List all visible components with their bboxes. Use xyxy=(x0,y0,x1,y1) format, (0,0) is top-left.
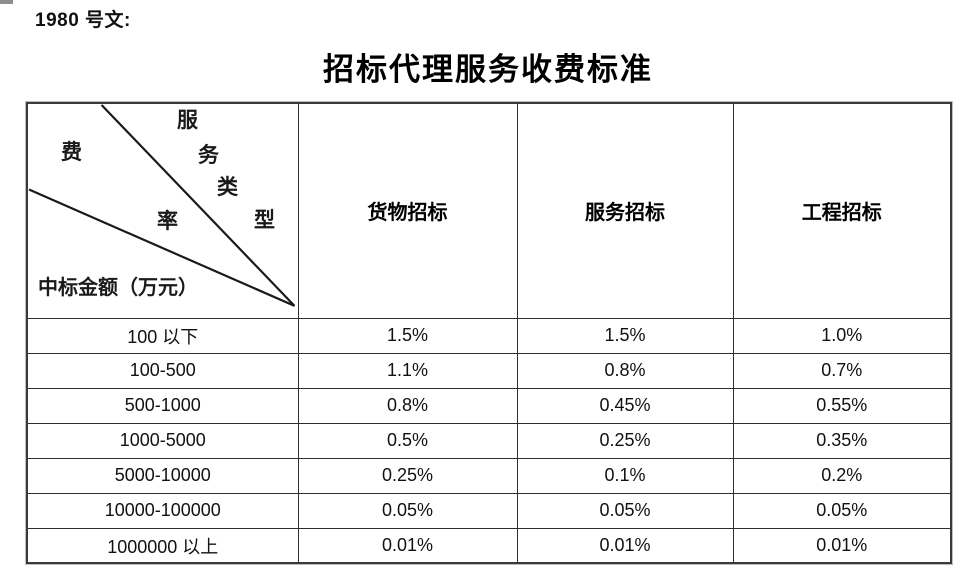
table-row: 5000-10000 0.25% 0.1% 0.2% xyxy=(26,457,952,494)
fee-standard-table: 服 务 类 型 费 率 中标金额（万元） 货物招标 服务招标 工程招标 100 … xyxy=(25,100,953,566)
amount-range-cell: 500-1000 xyxy=(26,387,299,424)
rate-cell: 0.1% xyxy=(516,457,734,494)
amount-range-cell: 1000-5000 xyxy=(26,422,299,459)
table-row: 100-500 1.1% 0.8% 0.7% xyxy=(26,352,952,389)
rate-cell: 0.8% xyxy=(516,352,734,389)
table-row: 500-1000 0.8% 0.45% 0.55% xyxy=(26,387,952,424)
rate-cell: 0.01% xyxy=(732,527,952,564)
rate-cell: 0.35% xyxy=(732,422,952,459)
corner-service-type-char: 服 xyxy=(177,109,198,132)
rate-cell: 0.25% xyxy=(516,422,734,459)
corner-service-type-char: 务 xyxy=(198,144,219,167)
page-title: 招标代理服务收费标准 xyxy=(323,52,653,87)
diagonal-corner-cell: 服 务 类 型 费 率 中标金额（万元） xyxy=(26,102,299,319)
table-row: 10000-100000 0.05% 0.05% 0.05% xyxy=(26,492,952,529)
rate-cell: 0.05% xyxy=(732,492,952,529)
rate-cell: 0.55% xyxy=(732,387,952,424)
rate-cell: 0.01% xyxy=(516,527,734,564)
rate-cell: 0.2% xyxy=(732,457,952,494)
diagonal-split-lines xyxy=(28,104,296,307)
amount-range-cell: 100-500 xyxy=(26,352,299,389)
header-row: 服 务 类 型 费 率 中标金额（万元） 货物招标 服务招标 工程招标 xyxy=(26,102,952,319)
amount-range-cell: 1000000 以上 xyxy=(26,527,299,564)
table-row: 1000-5000 0.5% 0.25% 0.35% xyxy=(26,422,952,459)
amount-range-cell: 10000-100000 xyxy=(26,492,299,529)
rate-cell: 0.05% xyxy=(297,492,518,529)
column-header-services: 服务招标 xyxy=(516,102,734,319)
table-row: 1000000 以上 0.01% 0.01% 0.01% xyxy=(26,527,952,564)
rate-cell: 1.0% xyxy=(732,317,952,354)
rate-cell: 0.5% xyxy=(297,422,518,459)
column-header-goods: 货物招标 xyxy=(297,102,518,319)
corner-fee-rate-char: 费 xyxy=(61,141,82,164)
scan-artifact-mark xyxy=(0,0,13,4)
rate-cell: 0.01% xyxy=(297,527,518,564)
corner-fee-rate-char: 率 xyxy=(157,210,178,233)
rate-cell: 0.7% xyxy=(732,352,952,389)
table-row: 100 以下 1.5% 1.5% 1.0% xyxy=(26,317,952,354)
rate-cell: 0.25% xyxy=(297,457,518,494)
corner-amount-label: 中标金额（万元） xyxy=(38,277,198,299)
rate-cell: 1.1% xyxy=(297,352,518,389)
doc-number-label: 1980 号文: xyxy=(35,10,131,31)
rate-cell: 0.8% xyxy=(297,387,518,424)
corner-service-type-char: 类 xyxy=(217,176,238,199)
column-header-engineering: 工程招标 xyxy=(732,102,952,319)
amount-range-cell: 5000-10000 xyxy=(26,457,299,494)
rate-cell: 0.05% xyxy=(516,492,734,529)
rate-cell: 1.5% xyxy=(297,317,518,354)
rate-cell: 1.5% xyxy=(516,317,734,354)
amount-range-cell: 100 以下 xyxy=(26,317,299,354)
rate-cell: 0.45% xyxy=(516,387,734,424)
corner-service-type-char: 型 xyxy=(254,209,275,232)
